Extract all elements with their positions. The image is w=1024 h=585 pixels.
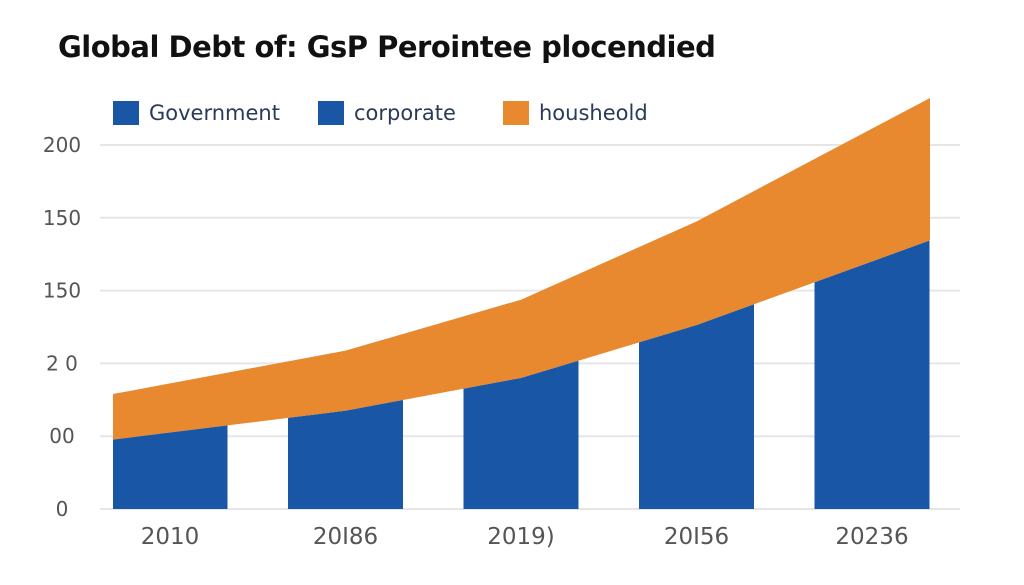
y-tick-label: 00: [49, 424, 74, 448]
x-tick-label: 20I56: [664, 524, 729, 550]
y-tick-label: 200: [43, 133, 81, 157]
y-tick-label: 150: [43, 206, 81, 230]
government-bar: [113, 240, 228, 509]
government-bar: [814, 240, 930, 509]
legend-item-household: housheold: [503, 101, 648, 125]
legend-label-corporate: corporate: [354, 101, 456, 125]
legend-item-corporate: corporate: [318, 101, 456, 125]
x-tick-label: 20236: [835, 524, 908, 550]
household-area: [113, 97, 930, 440]
x-tick-label: 2010: [141, 524, 200, 550]
legend-swatch-corporate: [318, 101, 344, 125]
y-tick-label: 0: [56, 497, 69, 521]
chart-title: Global Debt of: GsP Perointee plocendied: [58, 30, 716, 64]
legend-label-government: Government: [149, 101, 280, 125]
legend-label-household: housheold: [539, 101, 648, 125]
legend-swatch-government: [113, 101, 139, 125]
legend-item-government: Government: [113, 101, 280, 125]
legend-swatch-household: [503, 101, 529, 125]
government-bar: [288, 240, 403, 509]
x-tick-label: 20I86: [313, 524, 378, 550]
x-tick-label: 2019): [487, 524, 555, 550]
y-tick-label: 150: [43, 279, 81, 303]
y-tick-label: 2 0: [46, 351, 78, 375]
